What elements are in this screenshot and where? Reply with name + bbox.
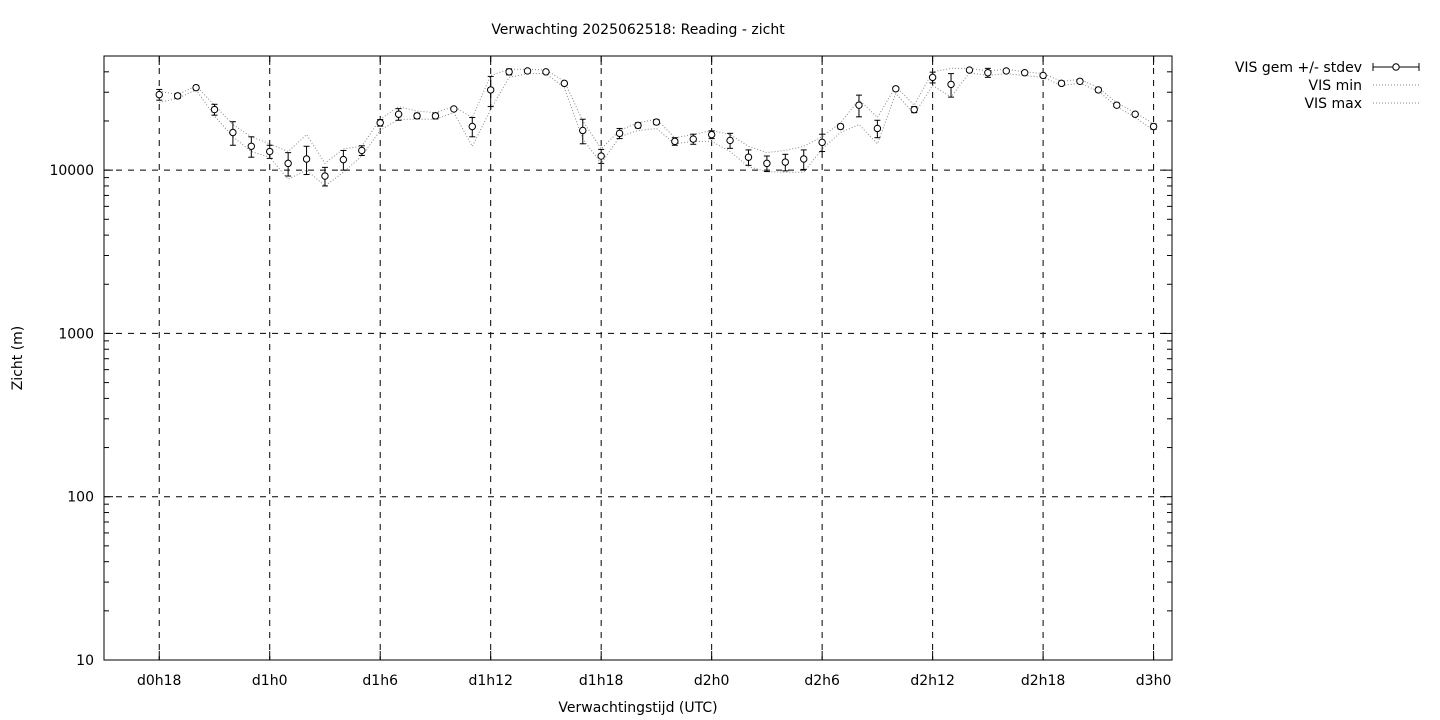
data-point [910, 105, 918, 114]
data-point [1039, 71, 1047, 80]
y-axis-label: Zicht (m) [10, 326, 26, 391]
data-point [1002, 67, 1010, 75]
data-point [615, 129, 624, 138]
data-point [450, 105, 458, 113]
data-point [597, 152, 605, 160]
data-point [210, 105, 219, 114]
data-point [818, 138, 826, 147]
data-point [781, 158, 790, 166]
data-point [542, 68, 550, 76]
data-point [486, 86, 495, 94]
data-point [376, 119, 384, 127]
data-point [1113, 101, 1121, 109]
legend-label: VIS max [1304, 96, 1362, 112]
data-point [394, 110, 403, 118]
legend: VIS gem +/- stdev VIS min VIS max [1235, 60, 1420, 112]
data-point [652, 118, 661, 126]
data-point [873, 124, 882, 133]
legend-label: VIS min [1309, 78, 1362, 94]
data-point [947, 80, 955, 89]
plot-area-border [103, 55, 1173, 661]
x-tick-label: d1h6 [362, 673, 398, 689]
data-point [431, 112, 440, 120]
data-point [1131, 110, 1139, 118]
axis-ticks [104, 55, 1172, 661]
x-tick-label: d3h0 [1136, 673, 1172, 689]
x-tick-label: d2h0 [694, 673, 730, 689]
y-tick-label: 100 [67, 490, 94, 506]
series-min-line [159, 72, 1154, 187]
data-point [229, 128, 237, 137]
data-point [358, 146, 366, 155]
data-point [855, 101, 863, 109]
x-tick-label: d2h6 [804, 673, 840, 689]
data-point [1057, 79, 1066, 88]
data-point [468, 122, 476, 131]
data-point [1020, 69, 1029, 77]
data-point [671, 137, 679, 146]
chart-title: Verwachting 2025062518: Reading - zicht [491, 22, 785, 38]
legend-swatch-point [1392, 63, 1400, 71]
y-tick-label: 10000 [49, 163, 94, 179]
data-point [173, 92, 182, 100]
error-bars [156, 67, 1157, 187]
y-tick-label: 10 [76, 653, 94, 669]
data-point [192, 83, 200, 92]
data-point [892, 85, 900, 93]
data-points [155, 66, 1158, 180]
data-point [155, 90, 163, 99]
data-point [707, 130, 716, 139]
data-point [505, 68, 513, 76]
series-max-segment [159, 67, 1154, 165]
data-point [965, 66, 974, 74]
data-point [634, 121, 642, 130]
data-point [836, 122, 845, 131]
data-point [302, 155, 311, 163]
data-point [800, 155, 808, 163]
data-point [1094, 86, 1103, 94]
gridlines [104, 56, 1172, 660]
x-tick-labels: d0h18 d1h0 d1h6 d1h12 d1h18 d2h0 d2h6 d2h12 d2h1… [137, 673, 1171, 689]
x-tick-label: d0h18 [137, 673, 181, 689]
data-point [689, 135, 697, 143]
data-point [579, 126, 587, 135]
x-tick-label: d1h18 [579, 673, 623, 689]
legend-label: VIS gem +/- stdev [1235, 60, 1362, 76]
data-point [413, 112, 421, 120]
data-point [763, 159, 771, 168]
data-point [726, 136, 734, 145]
data-point [928, 73, 937, 82]
data-point [1149, 122, 1158, 131]
series-max-line [159, 67, 1154, 165]
data-point [744, 153, 753, 161]
data-point [247, 142, 256, 150]
data-point [284, 159, 292, 168]
data-point [984, 69, 992, 77]
x-tick-label: d1h0 [252, 673, 288, 689]
x-tick-label: d2h18 [1021, 673, 1065, 689]
data-point [266, 147, 274, 156]
y-tick-label: 1000 [58, 326, 94, 342]
data-point [321, 172, 329, 180]
y-tick-labels: 10 100 1000 10000 [49, 163, 94, 669]
x-axis-label: Verwachtingstijd (UTC) [558, 700, 717, 716]
x-tick-label: d2h12 [910, 673, 954, 689]
data-point [1076, 77, 1084, 85]
data-point [560, 79, 569, 88]
x-tick-label: d1h12 [468, 673, 512, 689]
series-min-segment [159, 72, 1154, 187]
data-point [523, 67, 532, 75]
data-point [339, 155, 348, 164]
